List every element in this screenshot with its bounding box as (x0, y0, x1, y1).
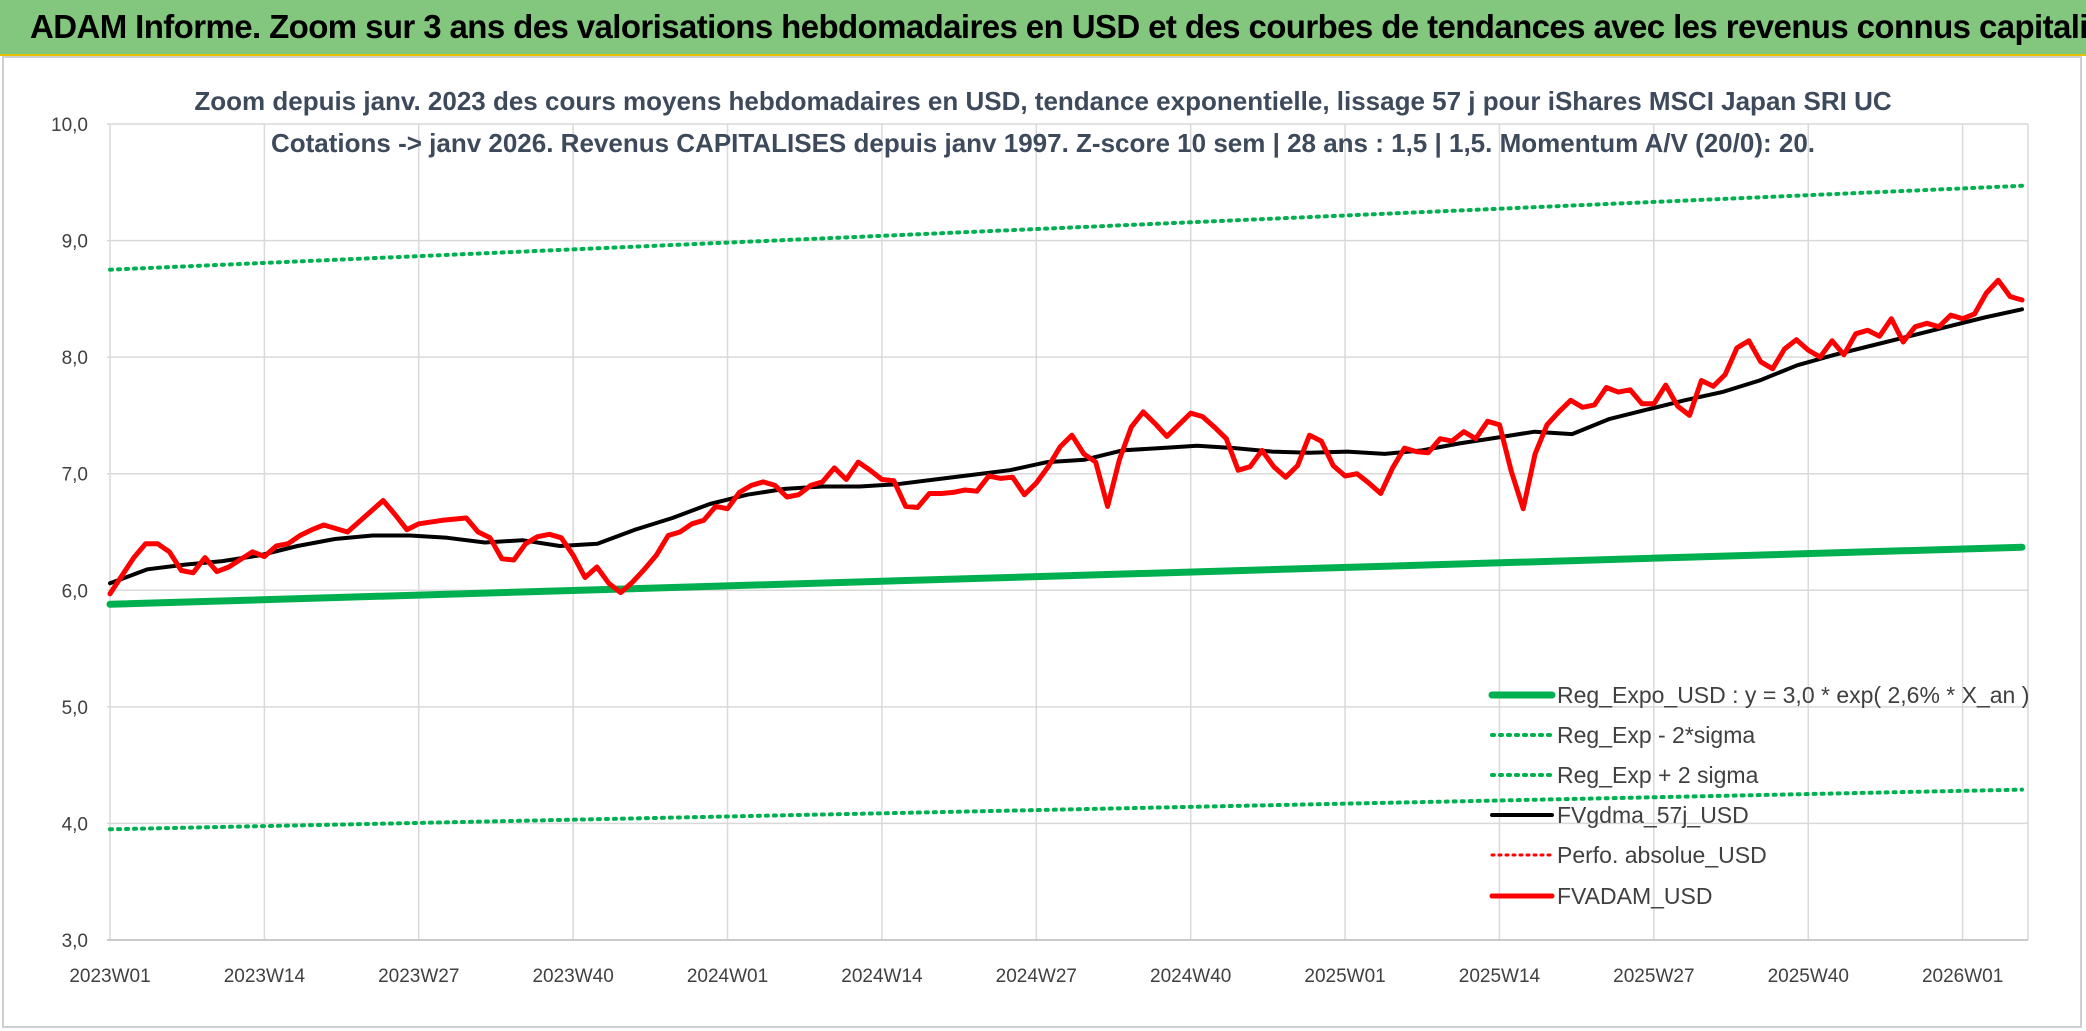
series-lower (108, 787, 2024, 832)
x-tick-label: 2024W14 (841, 966, 923, 987)
y-tick-label: 6,0 (62, 581, 88, 602)
x-tick-label: 2024W01 (687, 966, 768, 987)
series-reg (106, 543, 2026, 608)
series-gdma (108, 307, 2024, 586)
x-tick-label: 2025W14 (1459, 966, 1541, 987)
legend-label-perfo: Perfo. absolue_USD (1557, 842, 1767, 868)
y-tick-label: 3,0 (62, 931, 88, 952)
legend-label-adam: FVADAM_USD (1557, 883, 1713, 909)
y-tick-label: 5,0 (62, 698, 88, 719)
legend-label-gdma: FVgdma_57j_USD (1557, 802, 1749, 828)
legend: Reg_Expo_USD : y = 3,0 * exp( 2,6% * X_a… (1488, 682, 2029, 909)
chart-title-line1: Zoom depuis janv. 2023 des cours moyens … (194, 86, 1891, 116)
legend-label-upper: Reg_Exp + 2 sigma (1557, 762, 1759, 788)
x-axis: 2023W01 2023W14 2023W27 2023W40 2024W01 2024W… (69, 966, 2003, 987)
legend-label-reg: Reg_Expo_USD : y = 3,0 * exp( 2,6% * X_a… (1557, 682, 2029, 708)
x-tick-label: 2023W27 (378, 966, 459, 987)
legend-label-lower: Reg_Exp - 2*sigma (1557, 722, 1755, 748)
x-tick-label: 2026W01 (1922, 966, 2003, 987)
x-tick-label: 2023W01 (69, 966, 150, 987)
series-upper (108, 183, 2024, 272)
y-tick-label: 10,0 (51, 115, 88, 136)
chart-title-line2: Cotations -> janv 2026. Revenus CAPITALI… (271, 128, 1815, 158)
x-tick-label: 2025W27 (1613, 966, 1694, 987)
header-bar: ADAM Informe. Zoom sur 3 ans des valoris… (0, 0, 2086, 56)
y-tick-label: 7,0 (62, 465, 88, 486)
y-tick-label: 8,0 (62, 348, 88, 369)
x-tick-label: 2023W14 (224, 966, 306, 987)
series-group (106, 183, 2026, 832)
x-tick-label: 2024W40 (1150, 966, 1231, 987)
chart-frame (2, 56, 2082, 1028)
x-tick-label: 2025W01 (1304, 966, 1385, 987)
y-tick-label: 9,0 (62, 232, 88, 253)
y-tick-label: 4,0 (62, 814, 88, 835)
series-adam (107, 277, 2025, 597)
x-tick-label: 2025W40 (1768, 966, 1849, 987)
x-tick-label: 2023W40 (532, 966, 613, 987)
y-axis: 3,0 4,0 5,0 6,0 7,0 8,0 9,0 10,0 (51, 115, 88, 952)
x-tick-label: 2024W27 (996, 966, 1077, 987)
page-title: ADAM Informe. Zoom sur 3 ans des valoris… (30, 8, 2086, 45)
